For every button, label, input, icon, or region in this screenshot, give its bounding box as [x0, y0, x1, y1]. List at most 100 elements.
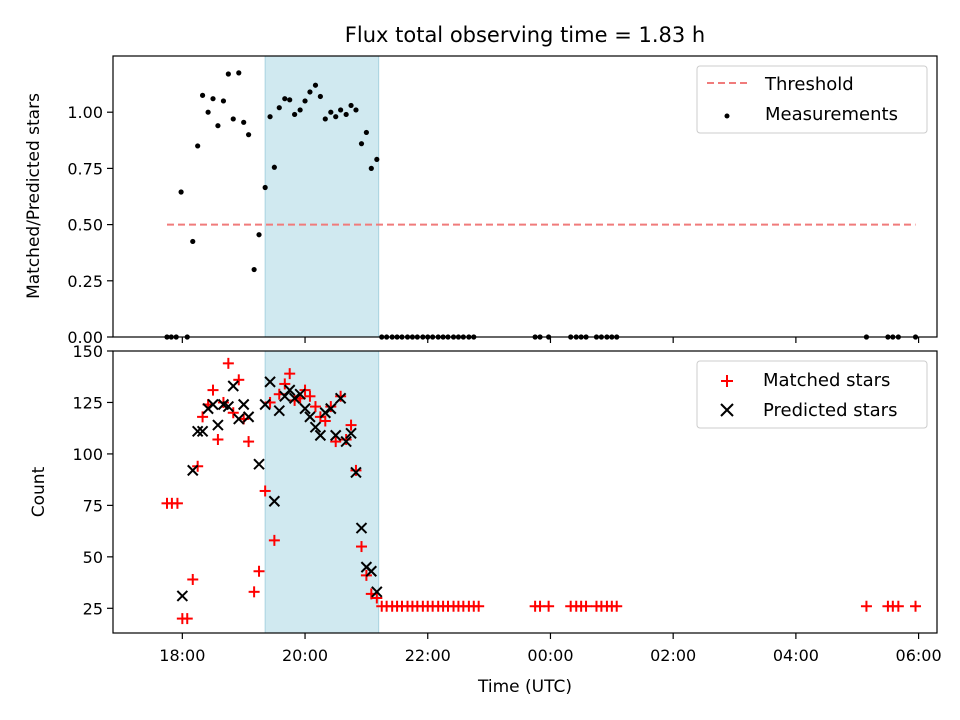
matched-star-marker	[325, 401, 337, 413]
ratio-y-axis-label: Matched/Predicted stars	[24, 93, 44, 299]
marker-stroke	[334, 392, 347, 405]
matched-star-marker	[345, 419, 357, 431]
legend-measurements-swatch	[724, 113, 730, 119]
measurement-point	[271, 164, 277, 170]
count-y-tick-label: 50	[83, 548, 103, 567]
matched-star-marker	[309, 401, 321, 413]
predicted-star-marker	[259, 398, 271, 411]
matched-star-marker	[268, 534, 280, 546]
marker-stroke	[253, 458, 265, 470]
matched-star-marker	[243, 436, 255, 448]
marker-stroke	[371, 586, 383, 598]
count-y-tick-label: 150	[72, 342, 103, 361]
marker-stroke	[304, 411, 316, 423]
predicted-star-marker	[371, 586, 383, 598]
x-tick-label: 04:00	[773, 646, 819, 665]
matched-star-marker	[289, 394, 301, 406]
marker-stroke	[217, 398, 230, 411]
measurement-point	[195, 143, 201, 149]
measurement-point	[230, 116, 236, 122]
measurement-point	[333, 114, 339, 120]
marker-stroke	[237, 398, 250, 411]
count-panel: 25 50 75 100 125 150 18:00 20:00 22:00 00:00 02:00…	[72, 342, 941, 665]
matched-star-marker	[248, 586, 260, 598]
measurement-point	[267, 114, 273, 120]
measurement-point	[245, 132, 252, 138]
matched-star-marker	[222, 357, 234, 369]
matched-star-marker	[860, 600, 872, 612]
marker-stroke	[187, 464, 199, 477]
predicted-star-marker	[222, 400, 235, 413]
predicted-star-marker	[242, 411, 255, 423]
ratio-observing-window	[264, 55, 380, 338]
predicted-star-marker	[191, 425, 204, 437]
measurement-point	[215, 123, 221, 129]
measurement-point	[328, 109, 334, 115]
matched-star-marker	[253, 565, 265, 577]
predicted-star-marker	[253, 458, 265, 470]
measurement-point	[353, 107, 359, 113]
count-y-tick-label: 125	[72, 393, 103, 412]
predicted-star-marker	[314, 429, 327, 442]
predicted-star-marker	[187, 464, 199, 477]
predicted-star-marker	[345, 427, 357, 440]
predicted-star-marker	[212, 419, 224, 431]
matched-star-marker	[233, 374, 245, 386]
marker-stroke	[283, 384, 296, 396]
count-y-tick-label: 75	[83, 496, 103, 515]
measurement-point	[210, 96, 216, 102]
predicted-star-marker	[309, 421, 322, 433]
marker-stroke	[330, 429, 342, 442]
matched-star-marker	[181, 613, 193, 625]
ratio-y-tick-label: 0.75	[67, 159, 103, 178]
count-legend: Matched stars Predicted stars	[696, 360, 928, 429]
legend-predicted-swatch	[720, 403, 734, 417]
matched-star-marker	[543, 600, 555, 612]
matched-star-marker	[227, 407, 239, 419]
measurement-point	[220, 98, 227, 104]
predicted-star-marker	[325, 402, 337, 415]
ratio-legend: Threshold Measurements	[696, 65, 928, 134]
marker-stroke	[294, 388, 306, 400]
marker-stroke	[340, 435, 352, 448]
legend-matched-label: Matched stars	[763, 370, 890, 391]
x-tick-label: 18:00	[159, 646, 205, 665]
matched-star-marker	[207, 384, 219, 396]
matched-star-marker	[304, 390, 316, 402]
predicted-star-marker	[264, 376, 276, 388]
marker-stroke	[212, 419, 224, 431]
measurement-point	[363, 129, 369, 136]
measurement-point	[338, 107, 344, 113]
predicted-star-marker	[283, 384, 296, 396]
marker-stroke	[314, 429, 327, 442]
marker-stroke	[242, 411, 255, 423]
measurement-point	[312, 82, 319, 88]
measurement-point	[199, 92, 206, 98]
marker-stroke	[191, 425, 204, 437]
matched-star-marker	[580, 600, 592, 612]
marker-stroke	[345, 427, 357, 440]
matched-star-marker	[279, 378, 291, 390]
ratio-axes-frame	[112, 55, 938, 338]
marker-stroke	[299, 402, 311, 415]
marker-stroke	[222, 400, 235, 413]
predicted-star-marker	[294, 388, 306, 400]
predicted-star-marker	[273, 404, 285, 417]
x-axis-label: Time (UTC)	[477, 677, 572, 697]
predicted-star-marker	[304, 411, 316, 423]
marker-stroke	[227, 380, 239, 392]
matched-star-marker	[910, 600, 922, 612]
measurement-point	[348, 102, 354, 109]
marker-stroke	[196, 425, 209, 437]
measurement-point	[256, 232, 262, 238]
predicted-star-marker	[233, 413, 245, 425]
measurement-point	[287, 97, 293, 103]
measurement-point	[374, 156, 380, 163]
measurement-point	[276, 105, 282, 111]
count-y-axis-label: Count	[29, 466, 49, 517]
matched-star-marker	[284, 368, 296, 380]
measurement-point	[307, 89, 313, 95]
predicted-star-marker	[207, 398, 219, 411]
measurement-point	[317, 93, 323, 100]
measurement-point	[297, 107, 303, 113]
